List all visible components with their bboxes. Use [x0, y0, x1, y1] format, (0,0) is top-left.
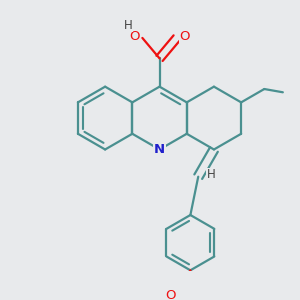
Text: H: H — [124, 19, 132, 32]
Text: O: O — [165, 289, 176, 300]
Text: N: N — [154, 143, 165, 156]
Text: O: O — [179, 30, 190, 43]
Text: H: H — [206, 168, 215, 182]
Text: O: O — [129, 30, 140, 43]
